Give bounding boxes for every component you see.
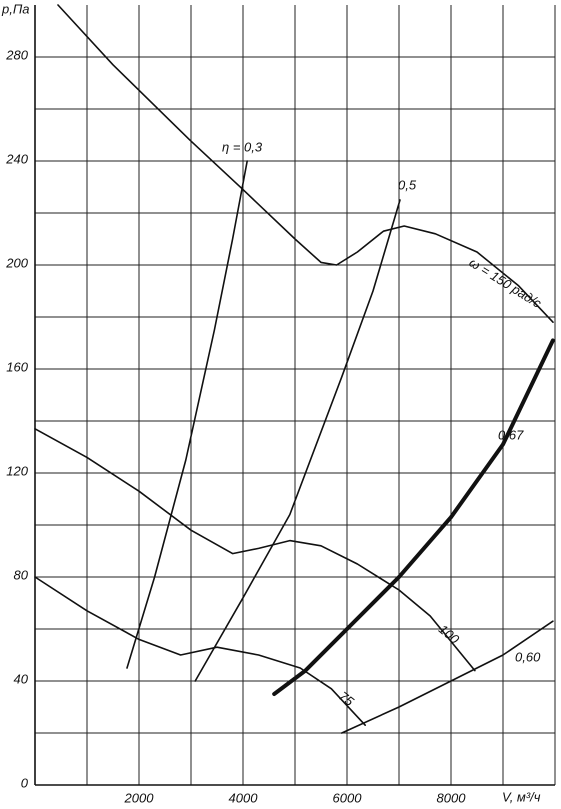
y-tick-label: 120 [6, 463, 28, 478]
y-tick-label: 280 [5, 47, 28, 62]
curve-label: 0,60 [515, 649, 541, 664]
x-tick-label: 2000 [124, 790, 155, 805]
curve [272, 338, 555, 696]
curve-label: 0,5 [398, 177, 417, 192]
curve-label: ω = 150 рад/с [467, 255, 545, 311]
y-tick-label: 40 [14, 671, 29, 686]
x-tick-label: 8000 [437, 790, 467, 805]
curve-label: 75 [336, 688, 357, 709]
y-axis-label: р,Па [1, 1, 30, 16]
curve [341, 620, 554, 734]
curve [194, 199, 401, 682]
x-tick-label: 4000 [229, 790, 259, 805]
y-tick-label: 200 [5, 255, 28, 270]
curve [126, 160, 248, 669]
curve-label: 0,67 [498, 427, 524, 442]
curve [57, 4, 554, 323]
x-axis-label: V, м³/ч [502, 789, 541, 804]
x-tick-label: 6000 [333, 790, 363, 805]
curve [34, 428, 476, 672]
curve [34, 576, 366, 726]
y-tick-label: 80 [14, 567, 29, 582]
curve-label: η = 0,3 [222, 139, 263, 154]
y-tick-label: 240 [5, 151, 28, 166]
curve-label: 100 [436, 621, 463, 647]
y-tick-label: 160 [6, 359, 28, 374]
y-tick-label: 0 [21, 775, 29, 790]
